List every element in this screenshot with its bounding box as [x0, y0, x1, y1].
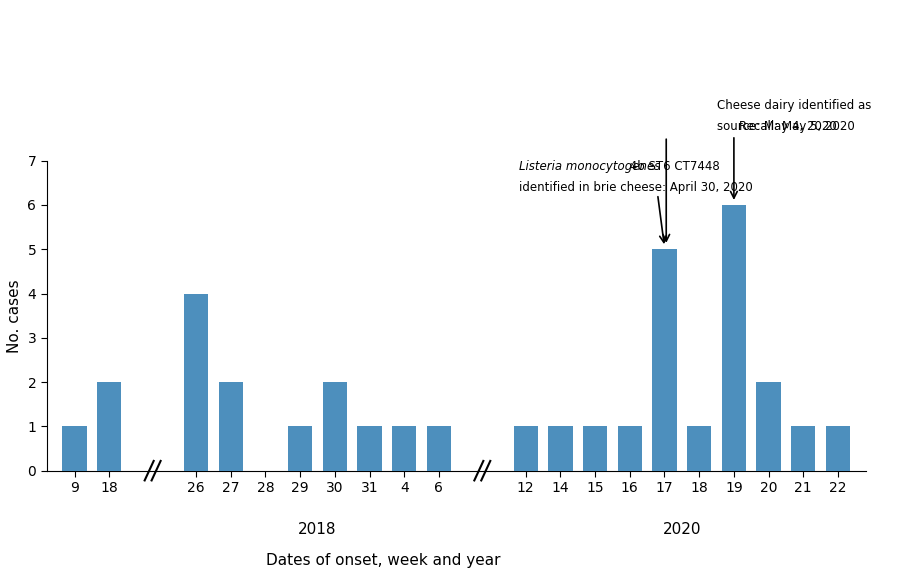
Text: 2020: 2020 [662, 522, 701, 537]
Text: Listeria monocytogenes: Listeria monocytogenes [518, 160, 660, 173]
Text: identified in brie cheese: April 30, 2020: identified in brie cheese: April 30, 202… [518, 181, 752, 194]
Text: source: May 4, 2020: source: May 4, 2020 [716, 120, 836, 133]
Bar [583, 426, 608, 471]
Bar [687, 426, 711, 471]
Text: 4b ST6 CT7448: 4b ST6 CT7448 [626, 160, 719, 173]
Text: 2018: 2018 [298, 522, 337, 537]
Bar [357, 426, 382, 471]
Text: Cheese dairy identified as: Cheese dairy identified as [716, 99, 871, 112]
Bar [62, 426, 86, 471]
Bar [184, 293, 208, 471]
Bar [757, 382, 780, 471]
Bar [219, 382, 243, 471]
Y-axis label: No. cases: No. cases [7, 279, 22, 352]
Bar [548, 426, 572, 471]
Text: Dates of onset, week and year: Dates of onset, week and year [266, 553, 500, 568]
Bar [826, 426, 850, 471]
Bar [791, 426, 815, 471]
Bar [392, 426, 417, 471]
Bar [652, 249, 677, 471]
Bar [427, 426, 451, 471]
Bar [722, 205, 746, 471]
Bar [288, 426, 312, 471]
Text: Recall: May 5, 2020: Recall: May 5, 2020 [739, 120, 855, 133]
Bar [617, 426, 642, 471]
Bar [323, 382, 347, 471]
Bar [97, 382, 122, 471]
Bar [514, 426, 538, 471]
